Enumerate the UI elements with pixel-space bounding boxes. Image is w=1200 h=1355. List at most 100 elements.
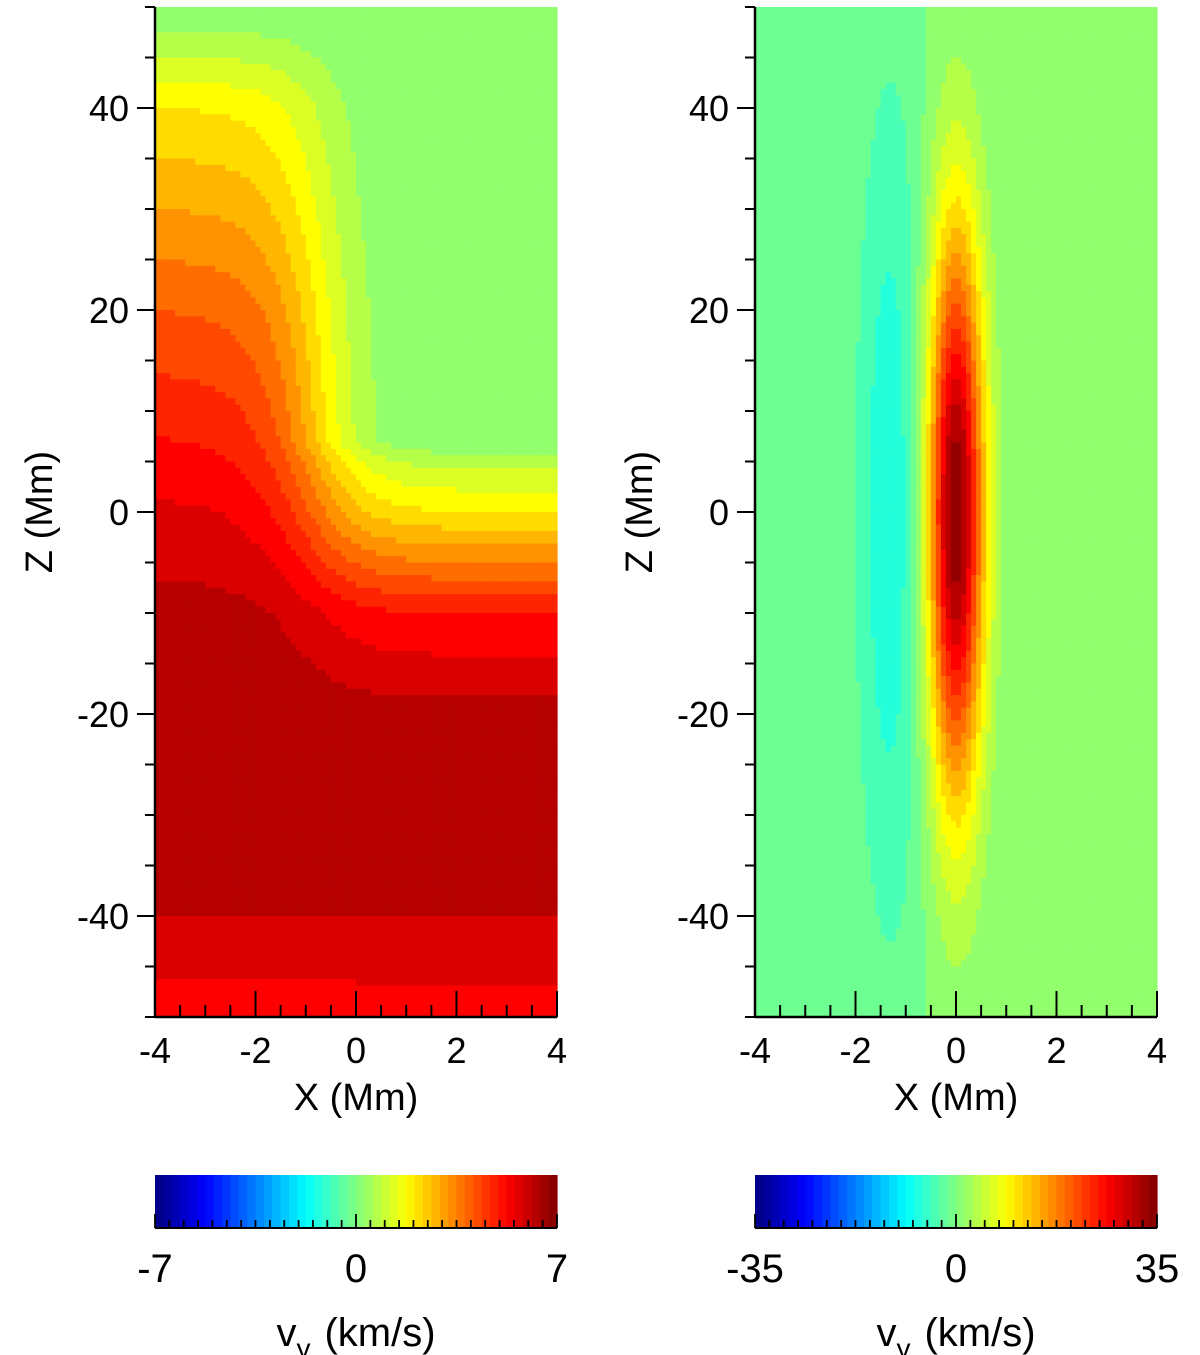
heatmap-cell [220,449,226,456]
heatmap-cell [306,436,312,443]
heatmap-cell [281,847,287,854]
heatmap-cell [220,998,226,1005]
heatmap-cell [165,127,171,134]
heatmap-cell [235,424,241,431]
heatmap-cell [291,272,297,279]
heatmap-cell [225,190,231,197]
heatmap-cell [266,455,272,462]
heatmap-cell [266,802,272,809]
heatmap-cell [276,967,282,974]
heatmap-cell [195,682,201,689]
heatmap-cell [286,348,292,355]
heatmap-cell [205,607,211,614]
heatmap-cell [185,102,191,109]
heatmap-cell [291,335,297,342]
heatmap-cell [276,866,282,873]
heatmap-cell [180,967,186,974]
heatmap-cell [220,487,226,494]
heatmap-cell [200,468,206,475]
heatmap-cell [256,449,262,456]
heatmap-cell [250,619,256,626]
heatmap-cell [190,657,196,664]
heatmap-cell [301,83,307,90]
heatmap-cell [306,916,312,923]
heatmap-cell [190,430,196,437]
heatmap-cell [291,462,297,469]
heatmap-cell [250,152,256,159]
heatmap-cell [215,474,221,481]
heatmap-cell [170,285,176,292]
heatmap-cell [225,203,231,210]
heatmap-cell [190,758,196,765]
heatmap-cell [306,102,312,109]
heatmap-cell [165,102,171,109]
heatmap-cell [170,847,176,854]
heatmap-cell [240,619,246,626]
heatmap-cell [205,480,211,487]
heatmap-cell [180,998,186,1005]
heatmap-cell [230,487,236,494]
heatmap-cell [281,196,287,203]
heatmap-cell [215,727,221,734]
heatmap-cell [276,664,282,671]
heatmap-cell [261,348,267,355]
heatmap-cell [205,392,211,399]
heatmap-cell [261,335,267,342]
heatmap-cell [276,7,282,14]
heatmap-cell [205,935,211,942]
heatmap-cell [296,834,302,841]
heatmap-cell [165,285,171,292]
heatmap-cell [185,600,191,607]
heatmap-cell [266,853,272,860]
heatmap-cell [281,127,287,134]
heatmap-cell [301,746,307,753]
heatmap-cell [301,291,307,298]
heatmap-cell [235,7,241,14]
heatmap-cell [210,196,216,203]
heatmap-cell [306,910,312,917]
heatmap-cell [240,203,246,210]
heatmap-cell [301,190,307,197]
heatmap-cell [266,645,272,652]
heatmap-cell [180,121,186,128]
heatmap-cell [271,941,277,948]
heatmap-cell [215,809,221,816]
heatmap-cell [240,462,246,469]
heatmap-cell [225,960,231,967]
heatmap-cell [250,278,256,285]
heatmap-cell [286,847,292,854]
heatmap-cell [185,967,191,974]
heatmap-cell [205,76,211,83]
heatmap-cell [286,828,292,835]
heatmap-cell [160,790,166,797]
heatmap-cell [306,462,312,469]
heatmap-cell [301,152,307,159]
heatmap-cell [195,462,201,469]
heatmap-cell [220,316,226,323]
heatmap-cell [296,884,302,891]
heatmap-cell [215,840,221,847]
heatmap-cell [276,297,282,304]
heatmap-cell [165,550,171,557]
heatmap-cell [296,929,302,936]
heatmap-cell [291,379,297,386]
heatmap-cell [240,190,246,197]
heatmap-cell [165,645,171,652]
heatmap-cell [230,588,236,595]
heatmap-cell [240,954,246,961]
heatmap-cell [261,424,267,431]
heatmap-cell [256,771,262,778]
heatmap-cell [230,739,236,746]
heatmap-cell [266,929,272,936]
heatmap-cell [296,83,302,90]
heatmap-cell [261,89,267,96]
heatmap-cell [210,777,216,784]
heatmap-cell [271,335,277,342]
heatmap-cell [266,960,272,967]
heatmap-cell [276,948,282,955]
heatmap-cell [180,297,186,304]
heatmap-cell [306,802,312,809]
heatmap-cell [286,203,292,210]
heatmap-cell [175,411,181,418]
heatmap-cell [311,222,317,229]
